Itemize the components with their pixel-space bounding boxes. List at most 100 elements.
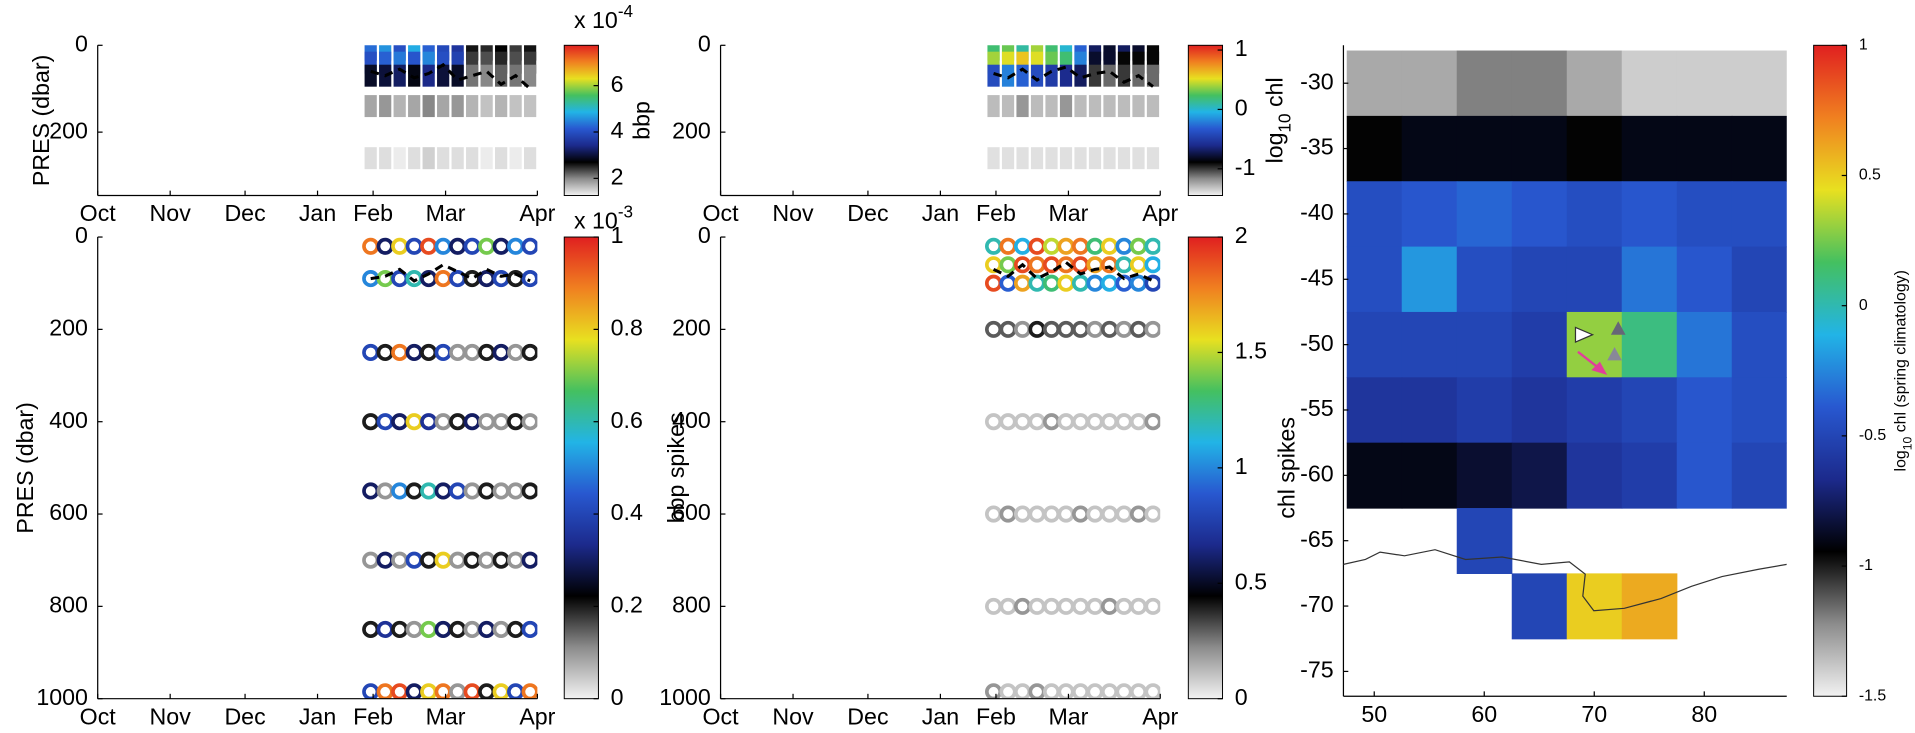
data-point bbox=[1088, 147, 1102, 170]
data-point bbox=[492, 413, 510, 431]
colorbar-label: log10 chl (spring climatology) bbox=[1893, 270, 1915, 471]
data-point bbox=[376, 343, 394, 362]
data-point bbox=[507, 343, 525, 362]
data-point bbox=[1088, 64, 1102, 87]
map-cell bbox=[1346, 181, 1403, 248]
map-cell bbox=[1731, 115, 1787, 182]
data-point bbox=[478, 620, 496, 638]
x-tick-label: Nov bbox=[150, 703, 192, 729]
x-tick-label: Feb bbox=[976, 703, 1016, 729]
x-tick-label: Dec bbox=[847, 200, 888, 226]
data-point bbox=[463, 683, 481, 699]
data-point bbox=[1013, 413, 1032, 431]
data-point bbox=[1071, 256, 1090, 274]
map-cell bbox=[1621, 377, 1678, 444]
data-point bbox=[999, 505, 1017, 523]
data-point bbox=[984, 237, 1003, 255]
data-point bbox=[1117, 147, 1131, 170]
data-point bbox=[1117, 95, 1131, 118]
map-cell bbox=[1346, 246, 1403, 313]
map-cell bbox=[1456, 181, 1513, 248]
x-tick-label: 50 bbox=[1361, 701, 1387, 727]
data-point bbox=[1001, 147, 1015, 170]
data-point bbox=[463, 620, 481, 638]
colorbar-label-part: log bbox=[1261, 132, 1287, 163]
x-tick-label: Nov bbox=[772, 703, 814, 729]
data-point bbox=[1071, 320, 1090, 338]
map-cell bbox=[1401, 246, 1458, 313]
y-tick-label: 800 bbox=[672, 591, 711, 617]
map-cell bbox=[1401, 50, 1458, 117]
data-point bbox=[1103, 95, 1116, 118]
data-point bbox=[1146, 64, 1160, 87]
data-point bbox=[1144, 683, 1161, 699]
colorbar-multiplier-part: -3 bbox=[618, 202, 633, 221]
data-point bbox=[1129, 683, 1148, 699]
map-cell bbox=[1676, 311, 1733, 378]
colorbar-label-part: chl (spring climatology) bbox=[1893, 270, 1910, 437]
colorbar-tick-label: -1 bbox=[1235, 154, 1256, 180]
data-point bbox=[408, 64, 421, 87]
data-point bbox=[420, 482, 438, 500]
data-point bbox=[1074, 64, 1087, 87]
data-point bbox=[1016, 95, 1029, 118]
data-point bbox=[1042, 274, 1061, 292]
colorbar-multiplier: x 10-4 bbox=[574, 2, 633, 33]
x-tick-label: Jan bbox=[922, 200, 959, 226]
data-point bbox=[1001, 95, 1015, 118]
data-point bbox=[1086, 320, 1104, 338]
data-point bbox=[405, 683, 423, 699]
data-point bbox=[987, 147, 1000, 170]
data-point bbox=[405, 620, 423, 638]
data-point bbox=[524, 64, 537, 87]
data-point bbox=[521, 620, 538, 638]
data-point bbox=[466, 147, 479, 170]
data-point bbox=[405, 343, 423, 362]
colorbar-multiplier-part: x 10 bbox=[574, 208, 618, 234]
data-point bbox=[1144, 597, 1161, 615]
x-tick-label: Jan bbox=[299, 200, 336, 226]
colorbar-label: bbp spikes bbox=[663, 412, 689, 523]
data-point bbox=[1086, 413, 1104, 431]
map-cell bbox=[1676, 115, 1733, 182]
arrow-head bbox=[1591, 361, 1608, 376]
data-point bbox=[1059, 95, 1073, 118]
x-tick-label: 80 bbox=[1691, 701, 1717, 727]
data-point bbox=[420, 237, 438, 255]
data-point bbox=[1057, 505, 1075, 523]
map-cell bbox=[1621, 181, 1678, 248]
map-cell bbox=[1731, 246, 1787, 313]
data-point bbox=[492, 270, 510, 288]
data-point bbox=[509, 147, 522, 170]
data-point bbox=[1028, 413, 1046, 431]
map-cell bbox=[1456, 50, 1513, 117]
data-point bbox=[1086, 237, 1104, 255]
x-tick-label: Dec bbox=[224, 200, 265, 226]
data-point bbox=[1057, 237, 1075, 255]
data-point bbox=[1074, 95, 1087, 118]
colorbar-tick-label: 2 bbox=[611, 163, 624, 189]
map-cell bbox=[1566, 181, 1623, 248]
data-point bbox=[507, 683, 525, 699]
data-point bbox=[521, 270, 538, 288]
data-point bbox=[420, 413, 438, 431]
mixed-layer-line bbox=[992, 260, 1154, 283]
data-point bbox=[1115, 683, 1133, 699]
colorbar-tick-label: 0.2 bbox=[611, 591, 643, 617]
data-point bbox=[449, 482, 467, 500]
data-point bbox=[1042, 237, 1061, 255]
plot-area bbox=[364, 45, 537, 170]
data-point bbox=[1086, 274, 1104, 292]
data-point bbox=[1071, 683, 1090, 699]
data-point bbox=[463, 343, 481, 362]
data-point bbox=[362, 683, 380, 699]
colorbar-tick-label: 0 bbox=[1859, 297, 1868, 314]
data-point bbox=[1042, 505, 1061, 523]
map-cell bbox=[1511, 573, 1568, 640]
data-point bbox=[449, 237, 467, 255]
map-cell bbox=[1401, 377, 1458, 444]
data-point bbox=[463, 551, 481, 569]
data-point bbox=[420, 683, 438, 699]
data-point bbox=[391, 343, 409, 362]
data-point bbox=[1057, 413, 1075, 431]
